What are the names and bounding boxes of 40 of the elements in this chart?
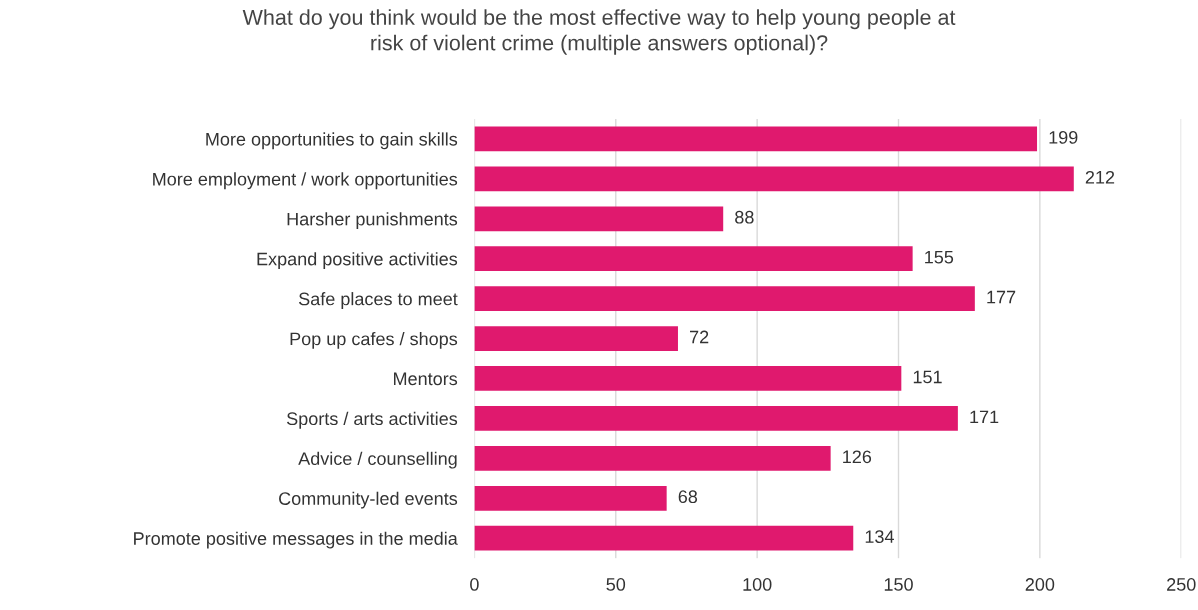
- bar: [474, 366, 902, 391]
- y-tick-label: Advice / counselling: [298, 451, 457, 469]
- bar: [474, 286, 975, 311]
- y-tick-label: Community-led events: [279, 491, 458, 509]
- data-label: 88: [735, 210, 754, 224]
- x-tick-label: 200: [1025, 578, 1055, 591]
- y-tick-label: Promote positive messages in the media: [134, 531, 458, 549]
- data-label: 72: [690, 330, 709, 344]
- y-tick-label: Sports / arts activities: [286, 411, 458, 429]
- x-tick-label: 250: [1167, 578, 1196, 591]
- y-tick-label: Harsher punishments: [287, 212, 458, 230]
- x-tick-label: 100: [743, 578, 772, 591]
- bar: [474, 525, 854, 551]
- data-label: 151: [913, 370, 942, 384]
- bar: [474, 206, 724, 232]
- x-tick-label: 150: [884, 578, 913, 591]
- bar: [474, 166, 1074, 192]
- data-label: 212: [1085, 170, 1115, 184]
- data-label: 199: [1049, 130, 1078, 144]
- y-tick-label: More employment / work opportunities: [153, 172, 458, 190]
- data-label: 171: [970, 410, 999, 424]
- bar: [474, 246, 913, 272]
- y-tick-label: Safe places to meet: [298, 292, 458, 309]
- y-tick-label: More opportunities to gain skills: [206, 132, 458, 150]
- data-label: 155: [925, 250, 954, 264]
- data-label: 126: [843, 450, 872, 464]
- data-label: 134: [865, 530, 894, 544]
- bar: [474, 126, 1038, 152]
- x-tick-label: 0: [470, 578, 479, 591]
- y-tick-label: Expand positive activities: [257, 252, 458, 269]
- chart-title: What do you think would be the most effective way to help young people at risk of violent crime (multiple answers optional)?: [242, 9, 956, 55]
- y-tick-label: Pop up cafes / shops: [290, 332, 458, 349]
- data-label: 177: [987, 290, 1016, 304]
- bar: [474, 485, 667, 511]
- bar: [474, 406, 958, 431]
- bar: [474, 445, 831, 471]
- bar: [474, 326, 678, 351]
- x-tick-label: 50: [606, 578, 626, 591]
- data-label: 68: [678, 490, 698, 504]
- y-tick-label: Mentors: [394, 372, 458, 386]
